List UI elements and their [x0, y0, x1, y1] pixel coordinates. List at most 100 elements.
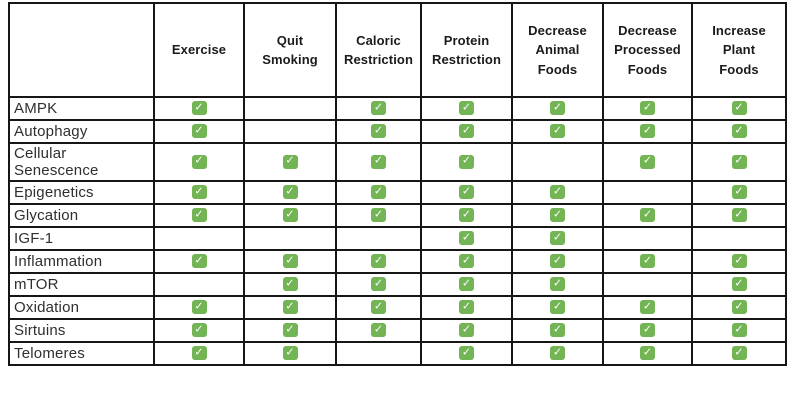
table-row-igf-1: IGF-1: [8, 226, 787, 251]
checkbox-checked-icon: [550, 346, 565, 361]
checkbox-checked-icon: [459, 124, 474, 139]
checkbox-checked-icon: [550, 124, 565, 139]
cell-ampk-decrease-processed-foods: [602, 96, 693, 121]
row-label-ampk: AMPK: [8, 96, 155, 121]
cell-ampk-exercise: [153, 96, 245, 121]
table-row-ampk: AMPK: [8, 96, 787, 121]
checkbox-checked-icon: [731, 254, 747, 269]
cell-epigenetics-exercise: [153, 180, 245, 205]
checkbox-checked-icon: [731, 154, 747, 169]
cell-autophagy-caloric-restriction: [335, 119, 422, 144]
cell-sirtuins-quit-smoking: [243, 318, 337, 343]
cell-telomeres-quit-smoking: [243, 341, 337, 366]
column-header-increase-plant-foods: Increase Plant Foods: [691, 2, 787, 98]
corner-cell: [8, 2, 155, 98]
checkbox-checked-icon: [731, 124, 747, 139]
checkbox-checked-icon: [550, 254, 565, 269]
cell-glycation-decrease-processed-foods: [602, 203, 693, 228]
row-label-autophagy: Autophagy: [8, 119, 155, 144]
table-row-autophagy: Autophagy: [8, 119, 787, 144]
row-label-igf-1: IGF-1: [8, 226, 155, 251]
checkbox-checked-icon: [459, 277, 474, 292]
header-row: Exercise Quit Smoking Caloric Restriction P…: [8, 2, 787, 98]
checkbox-checked-icon: [550, 323, 565, 338]
checkbox-checked-icon: [191, 300, 207, 315]
cell-ampk-quit-smoking: [243, 96, 337, 121]
cell-sirtuins-increase-plant-foods: [691, 318, 787, 343]
checkbox-checked-icon: [731, 323, 747, 338]
checkbox-checked-icon: [371, 277, 386, 292]
cell-epigenetics-caloric-restriction: [335, 180, 422, 205]
cell-telomeres-protein-restriction: [420, 341, 513, 366]
checkbox-checked-icon: [371, 154, 386, 169]
cell-oxidation-protein-restriction: [420, 295, 513, 320]
cell-oxidation-increase-plant-foods: [691, 295, 787, 320]
cell-igf-1-decrease-animal-foods: [511, 226, 604, 251]
checkbox-checked-icon: [731, 300, 747, 315]
cell-epigenetics-decrease-processed-foods: [602, 180, 693, 205]
column-header-decrease-animal-foods: Decrease Animal Foods: [511, 2, 604, 98]
checkbox-checked-icon: [640, 101, 655, 116]
cell-oxidation-quit-smoking: [243, 295, 337, 320]
row-label-mtor: mTOR: [8, 272, 155, 297]
cell-autophagy-increase-plant-foods: [691, 119, 787, 144]
cell-cellular-senescence-decrease-animal-foods: [511, 142, 604, 182]
checkbox-checked-icon: [459, 231, 474, 246]
checkbox-checked-icon: [371, 101, 386, 116]
cell-telomeres-exercise: [153, 341, 245, 366]
cell-cellular-senescence-exercise: [153, 142, 245, 182]
cell-ampk-increase-plant-foods: [691, 96, 787, 121]
checkbox-checked-icon: [459, 346, 474, 361]
checkbox-checked-icon: [731, 208, 747, 223]
row-label-sirtuins: Sirtuins: [8, 318, 155, 343]
column-header-protein-restriction: Protein Restriction: [420, 2, 513, 98]
checkbox-checked-icon: [640, 254, 655, 269]
table-body: AMPKAutophagyCellular SenescenceEpigenet…: [8, 96, 787, 366]
column-header-caloric-restriction: Caloric Restriction: [335, 2, 422, 98]
cell-cellular-senescence-quit-smoking: [243, 142, 337, 182]
row-label-cellular-senescence: Cellular Senescence: [8, 142, 155, 182]
checkbox-checked-icon: [191, 154, 207, 169]
cell-ampk-protein-restriction: [420, 96, 513, 121]
cell-sirtuins-exercise: [153, 318, 245, 343]
cell-autophagy-quit-smoking: [243, 119, 337, 144]
cell-cellular-senescence-increase-plant-foods: [691, 142, 787, 182]
checkbox-checked-icon: [459, 208, 474, 223]
checkbox-checked-icon: [282, 254, 298, 269]
cell-inflammation-decrease-processed-foods: [602, 249, 693, 274]
checkbox-checked-icon: [191, 101, 207, 116]
cell-mtor-increase-plant-foods: [691, 272, 787, 297]
cell-telomeres-increase-plant-foods: [691, 341, 787, 366]
cell-cellular-senescence-decrease-processed-foods: [602, 142, 693, 182]
cell-mtor-decrease-processed-foods: [602, 272, 693, 297]
checkbox-checked-icon: [731, 101, 747, 116]
checkbox-checked-icon: [640, 154, 655, 169]
table-row-inflammation: Inflammation: [8, 249, 787, 274]
checkbox-checked-icon: [459, 254, 474, 269]
checkbox-checked-icon: [282, 208, 298, 223]
cell-oxidation-decrease-animal-foods: [511, 295, 604, 320]
cell-glycation-increase-plant-foods: [691, 203, 787, 228]
checkbox-checked-icon: [282, 346, 298, 361]
cell-sirtuins-decrease-animal-foods: [511, 318, 604, 343]
cell-mtor-decrease-animal-foods: [511, 272, 604, 297]
row-label-glycation: Glycation: [8, 203, 155, 228]
checkbox-checked-icon: [191, 323, 207, 338]
table-row-oxidation: Oxidation: [8, 295, 787, 320]
cell-igf-1-decrease-processed-foods: [602, 226, 693, 251]
interventions-pathways-table: Exercise Quit Smoking Caloric Restriction P…: [8, 2, 787, 366]
table-row-epigenetics: Epigenetics: [8, 180, 787, 205]
row-label-oxidation: Oxidation: [8, 295, 155, 320]
checkbox-checked-icon: [640, 208, 655, 223]
checkbox-checked-icon: [282, 300, 298, 315]
table-row-cellular-senescence: Cellular Senescence: [8, 142, 787, 182]
checkbox-checked-icon: [371, 124, 386, 139]
checkbox-checked-icon: [550, 208, 565, 223]
checkbox-checked-icon: [640, 323, 655, 338]
checkbox-checked-icon: [550, 231, 565, 246]
cell-oxidation-caloric-restriction: [335, 295, 422, 320]
cell-igf-1-exercise: [153, 226, 245, 251]
table-row-sirtuins: Sirtuins: [8, 318, 787, 343]
cell-epigenetics-protein-restriction: [420, 180, 513, 205]
